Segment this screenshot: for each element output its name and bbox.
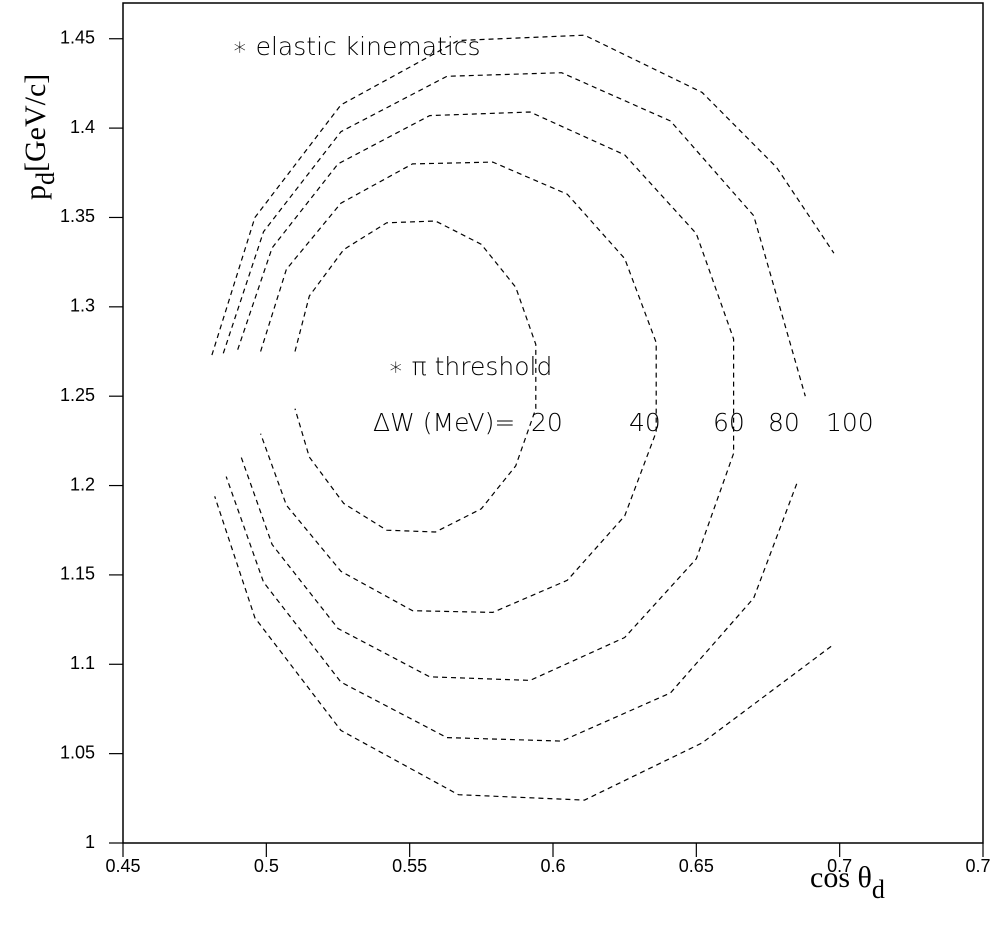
y-tick-label: 1.05 xyxy=(60,742,95,762)
contour-line xyxy=(211,34,835,801)
x-tick-label: 0.65 xyxy=(679,856,714,876)
y-tick-label: 1.2 xyxy=(70,474,95,494)
contour-line xyxy=(237,111,735,682)
x-tick-label: 0.7 xyxy=(827,856,852,876)
contour-label: 60 xyxy=(713,408,745,437)
annotation: ΔW (MeV)= xyxy=(373,408,515,437)
y-tick-label: 1.3 xyxy=(70,296,95,316)
x-tick-label: 0.45 xyxy=(105,856,140,876)
contour-line xyxy=(260,161,657,614)
contour-label: 40 xyxy=(629,408,661,437)
y-axis-title-unit: [GeV/c] xyxy=(19,74,52,172)
x-axis-title: cos θd xyxy=(810,861,885,904)
y-tick-label: 1.35 xyxy=(60,206,95,226)
y-axis-title-main: p xyxy=(19,185,52,200)
x-axis-title-main: cos θ xyxy=(810,861,872,894)
x-axis-title-sub: d xyxy=(872,875,885,904)
annotation: ∗ elastic kinematics xyxy=(232,32,481,61)
y-tick-label: 1.4 xyxy=(70,117,95,137)
contour-label: 20 xyxy=(531,408,563,437)
x-tick-label: 0.55 xyxy=(392,856,427,876)
y-tick-label: 1 xyxy=(85,832,95,852)
y-tick-label: 1.25 xyxy=(60,385,95,405)
contour-line xyxy=(222,72,806,742)
y-axis-title: pd[GeV/c] xyxy=(19,74,60,200)
x-tick-label: 0.75 xyxy=(965,856,991,876)
y-tick-label: 1.15 xyxy=(60,564,95,584)
contour-label: 100 xyxy=(826,408,874,437)
x-tick-label: 0.5 xyxy=(254,856,279,876)
y-axis-title-sub: d xyxy=(31,172,60,185)
contour-label: 80 xyxy=(768,408,800,437)
y-tick-label: 1.45 xyxy=(60,27,95,47)
contour-line xyxy=(294,220,537,533)
annotation: ∗ π threshold xyxy=(388,352,552,381)
y-tick-label: 1.1 xyxy=(70,653,95,673)
x-tick-label: 0.6 xyxy=(540,856,565,876)
